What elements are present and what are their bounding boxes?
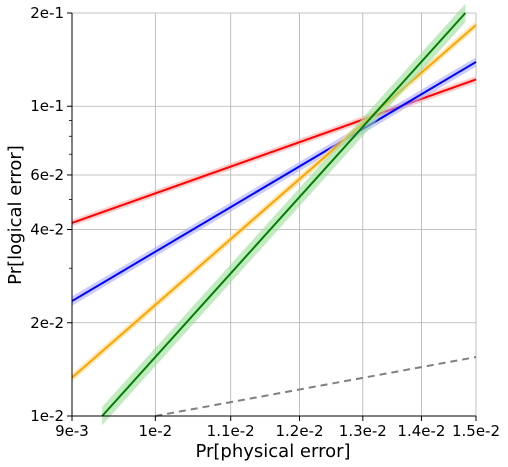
series-4-line (155, 356, 477, 417)
series-3-line (101, 12, 467, 417)
x-tick-label: 1.5e-2 (452, 422, 500, 440)
x-tick-label: 9e-3 (55, 422, 89, 440)
x-axis-label: Pr[physical error] (195, 441, 350, 462)
y-tick-label: 4e-2 (30, 221, 64, 239)
y-tick-label: 2e-1 (30, 4, 64, 22)
axes: 9e-3 1e-2 1.1e-2 1.2e-2 1.3e-2 1.4e-2 1.5e-21e… (30, 4, 500, 440)
x-tick-label: 1.2e-2 (275, 422, 323, 440)
y-axis-label: Pr[logical error] (5, 145, 26, 285)
x-tick-label: 1.3e-2 (339, 422, 387, 440)
y-tick-label: 6e-2 (30, 166, 64, 184)
y-tick-label: 1e-2 (30, 407, 64, 425)
x-tick-label: 1.1e-2 (207, 422, 255, 440)
series-1-line (71, 61, 477, 302)
series-layer (71, 3, 477, 426)
x-tick-label: 1.4e-2 (397, 422, 445, 440)
y-tick-label: 2e-2 (30, 314, 64, 332)
x-tick-label: 1e-2 (138, 422, 172, 440)
y-tick-label: 1e-1 (30, 97, 64, 115)
